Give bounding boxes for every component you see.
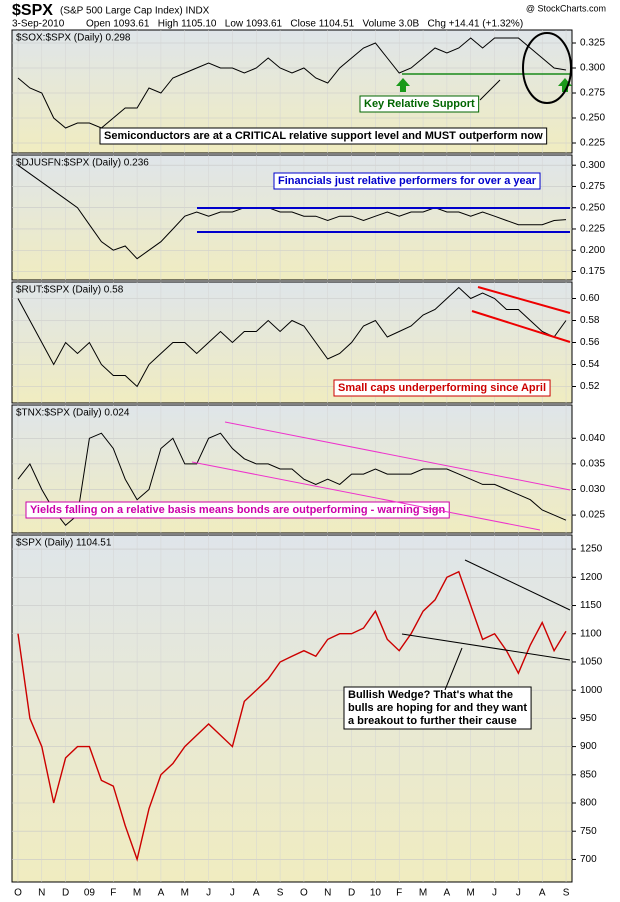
series-line bbox=[17, 570, 567, 862]
x-tick-label: O bbox=[14, 888, 22, 899]
y-tick-label: 0.58 bbox=[580, 315, 600, 326]
y-tick-label: 1200 bbox=[580, 572, 603, 583]
x-tick-label: J bbox=[516, 888, 521, 899]
y-tick-label: 1050 bbox=[580, 657, 603, 668]
x-tick-label: 10 bbox=[370, 888, 382, 899]
x-tick-label: M bbox=[467, 888, 475, 899]
panel-title: $RUT:$SPX (Daily) 0.58 bbox=[16, 285, 124, 296]
y-tick-label: 0.325 bbox=[580, 38, 605, 49]
x-tick-label: M bbox=[133, 888, 141, 899]
y-tick-label: 0.030 bbox=[580, 484, 605, 495]
quote: Open 1093.61 High 1105.10 Low 1093.61 Cl… bbox=[86, 19, 523, 30]
annotation-box bbox=[273, 172, 541, 190]
y-tick-label: 800 bbox=[580, 798, 597, 809]
x-tick-label: N bbox=[324, 888, 331, 899]
y-tick-label: 0.54 bbox=[580, 359, 600, 370]
x-tick-label: J bbox=[492, 888, 497, 899]
y-tick-label: 700 bbox=[580, 854, 597, 865]
annotation: Key Relative Support bbox=[364, 98, 475, 110]
panel-title: $DJUSFN:$SPX (Daily) 0.236 bbox=[16, 158, 149, 169]
y-tick-label: 0.300 bbox=[580, 63, 605, 74]
panel-title: $SOX:$SPX (Daily) 0.298 bbox=[16, 33, 131, 44]
y-tick-label: 750 bbox=[580, 826, 597, 837]
source: @ StockCharts.com bbox=[526, 3, 606, 13]
annotation: Yields falling on a relative basis means… bbox=[30, 504, 446, 516]
annotation: Financials just relative performers for … bbox=[278, 175, 537, 187]
y-tick-label: 0.040 bbox=[580, 433, 605, 444]
x-tick-label: F bbox=[110, 888, 116, 899]
y-tick-label: 0.025 bbox=[580, 510, 605, 521]
panels: 0.225 0.250 0.275 0.300 0.325 $SOX:$SPX (Dail… bbox=[11, 29, 605, 899]
series-line bbox=[17, 286, 567, 388]
x-tick-label: O bbox=[300, 888, 308, 899]
series-line bbox=[17, 164, 567, 260]
y-tick-label: 1150 bbox=[580, 600, 602, 611]
annotation: bulls are hoping for and they want bbox=[348, 702, 527, 714]
date: 3-Sep-2010 bbox=[12, 19, 65, 30]
x-tick-label: 09 bbox=[84, 888, 96, 899]
series-line bbox=[17, 432, 567, 527]
annotation-box bbox=[343, 686, 532, 730]
annotation-box bbox=[333, 379, 551, 397]
y-tick-label: 0.56 bbox=[580, 337, 600, 348]
x-tick-label: M bbox=[181, 888, 189, 899]
x-tick-label: S bbox=[277, 888, 284, 899]
y-tick-label: 0.250 bbox=[580, 113, 605, 124]
x-tick-label: A bbox=[444, 888, 451, 899]
x-tick-label: A bbox=[539, 888, 546, 899]
annotation-box bbox=[25, 501, 450, 519]
symbol: $SPX bbox=[12, 2, 53, 19]
y-tick-label: 0.175 bbox=[580, 266, 605, 277]
x-tick-label: A bbox=[158, 888, 165, 899]
x-tick-label: D bbox=[348, 888, 355, 899]
x-tick-label: M bbox=[419, 888, 427, 899]
y-tick-label: 0.52 bbox=[580, 381, 600, 392]
x-tick-label: J bbox=[230, 888, 235, 899]
x-tick-label: J bbox=[206, 888, 211, 899]
annotation: Semiconductors are at a CRITICAL relativ… bbox=[104, 130, 543, 142]
annotation: Small caps underperforming since April bbox=[338, 382, 546, 394]
x-tick-label: D bbox=[62, 888, 69, 899]
y-tick-label: 900 bbox=[580, 741, 597, 752]
series-line bbox=[17, 37, 567, 129]
y-tick-label: 1100 bbox=[580, 628, 602, 639]
y-tick-label: 1000 bbox=[580, 685, 603, 696]
x-tick-label: F bbox=[396, 888, 402, 899]
x-tick-label: S bbox=[563, 888, 570, 899]
y-tick-label: 0.275 bbox=[580, 88, 605, 99]
y-tick-label: 0.035 bbox=[580, 459, 605, 470]
index-name: (S&P 500 Large Cap Index) INDX bbox=[60, 6, 210, 17]
x-tick-label: N bbox=[38, 888, 45, 899]
y-tick-label: 0.300 bbox=[580, 160, 605, 171]
x-tick-label: A bbox=[253, 888, 260, 899]
overlays bbox=[191, 32, 572, 691]
annotation: Bullish Wedge? That's what the bbox=[348, 689, 513, 701]
annotation-box bbox=[99, 127, 548, 145]
annotation: a breakout to further their cause bbox=[348, 715, 517, 727]
y-tick-label: 1250 bbox=[580, 544, 603, 555]
y-tick-label: 0.60 bbox=[580, 293, 600, 304]
y-tick-label: 950 bbox=[580, 713, 597, 724]
y-tick-label: 850 bbox=[580, 769, 597, 780]
y-tick-label: 0.250 bbox=[580, 202, 605, 213]
y-tick-label: 0.225 bbox=[580, 138, 605, 149]
panel-title: $TNX:$SPX (Daily) 0.024 bbox=[16, 408, 130, 419]
y-tick-label: 0.225 bbox=[580, 224, 605, 235]
y-tick-label: 0.200 bbox=[580, 245, 605, 256]
y-tick-label: 0.275 bbox=[580, 181, 605, 192]
annotation-box bbox=[359, 95, 480, 113]
panel-title: $SPX (Daily) 1104.51 bbox=[16, 538, 112, 549]
